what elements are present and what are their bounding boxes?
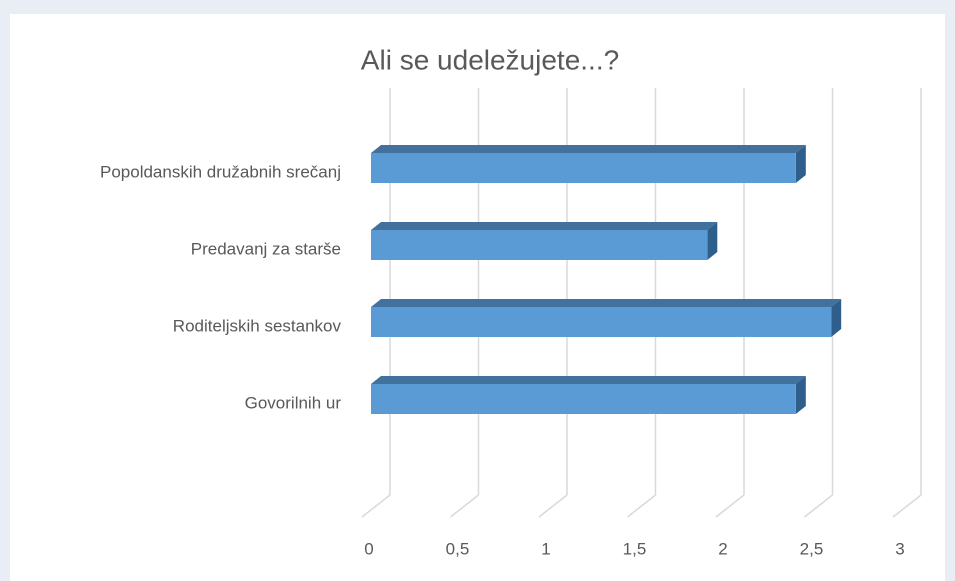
floor-line <box>627 494 656 518</box>
bar-front <box>371 230 708 260</box>
y-tick-label: Popoldanskih družabnih srečanj <box>100 162 341 181</box>
bar-side <box>795 145 806 183</box>
x-tick-label: 2 <box>718 539 727 558</box>
x-tick-label: 2,5 <box>800 539 824 558</box>
floor-line <box>361 494 391 518</box>
floor-line <box>538 494 568 518</box>
bar-side <box>795 376 806 414</box>
x-tick-label: 1 <box>541 539 550 558</box>
x-tick-label: 0 <box>364 539 373 558</box>
chart-title: Ali se udeležujete...? <box>361 44 619 75</box>
bar-top <box>371 299 842 307</box>
bar-front <box>371 307 832 337</box>
bar-side <box>831 299 842 337</box>
bar-top <box>371 145 806 153</box>
bar <box>371 299 842 337</box>
floor-line <box>450 494 479 518</box>
bar <box>371 222 718 260</box>
bar-front <box>371 153 796 183</box>
y-tick-label: Roditeljskih sestankov <box>173 316 342 335</box>
bar <box>371 376 806 414</box>
bar-top <box>371 222 718 230</box>
bar-top <box>371 376 806 384</box>
bar-front <box>371 384 796 414</box>
x-tick-label: 1,5 <box>623 539 647 558</box>
y-tick-label: Govorilnih ur <box>245 393 342 412</box>
y-tick-label: Predavanj za starše <box>191 239 341 258</box>
x-tick-label: 3 <box>895 539 904 558</box>
bar <box>371 145 806 183</box>
floor-line <box>804 494 833 518</box>
bar-side <box>707 222 718 260</box>
floor-line <box>715 494 745 518</box>
chart-area <box>10 14 945 581</box>
x-tick-label: 0,5 <box>446 539 470 558</box>
floor-line <box>892 494 922 518</box>
